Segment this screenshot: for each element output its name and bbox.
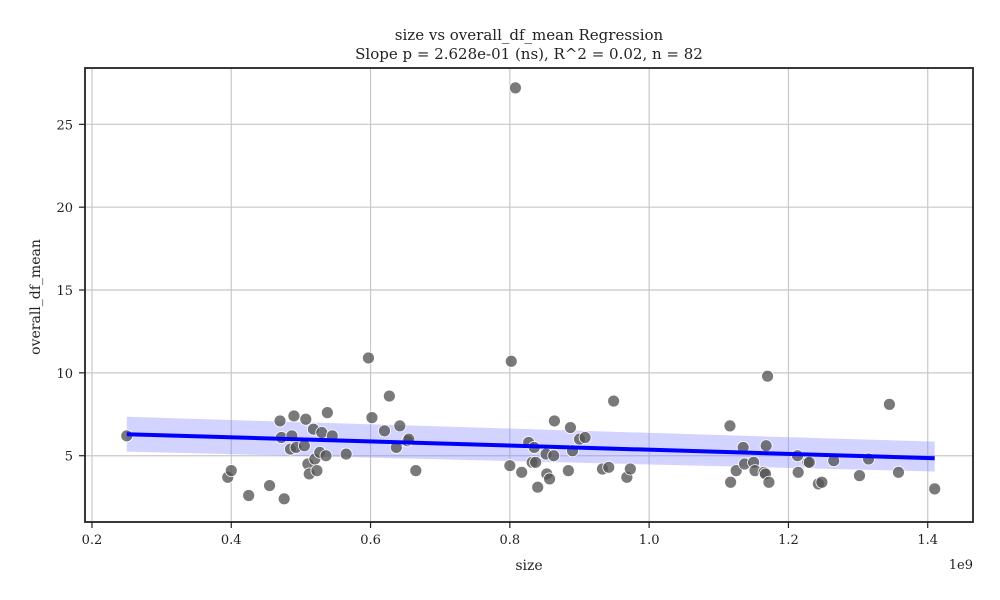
data-point (761, 369, 774, 383)
x-tick-label: 1.4 (917, 533, 938, 548)
y-axis-label: overall_df_mean (28, 239, 44, 355)
data-point (723, 419, 737, 433)
axis-ticks: 0.2 0.4 0.6 0.8 1.0 1.2 1.4 5 10 15 20 25 (56, 118, 938, 548)
data-point (928, 482, 942, 496)
x-tick-label: 1.0 (639, 533, 660, 548)
data-point (578, 431, 592, 444)
data-point (287, 409, 301, 423)
y-tick-label: 15 (56, 284, 73, 299)
data-point (729, 464, 743, 478)
data-point (504, 354, 518, 368)
data-point (515, 465, 529, 479)
data-point (759, 439, 773, 453)
data-point (607, 394, 621, 408)
data-point (762, 475, 776, 489)
data-point (529, 455, 543, 469)
data-point (543, 472, 556, 486)
data-point (382, 389, 396, 403)
data-point (362, 351, 375, 365)
x-axis-offset-label: 1e9 (949, 558, 973, 573)
y-tick-label: 10 (56, 367, 73, 382)
data-point (623, 462, 637, 476)
y-tick-label: 25 (56, 118, 73, 133)
data-point (365, 411, 379, 425)
data-point (310, 464, 324, 478)
data-point (224, 464, 238, 478)
data-point (724, 475, 738, 489)
data-point (548, 414, 561, 428)
data-point (883, 397, 896, 411)
data-point (378, 424, 391, 438)
data-point (320, 406, 334, 420)
data-point (602, 460, 616, 474)
data-points (120, 81, 942, 506)
data-point (339, 447, 353, 461)
data-point (853, 469, 866, 483)
data-point (263, 479, 276, 492)
x-tick-label: 0.6 (360, 533, 381, 548)
x-axis-label: size (515, 558, 542, 574)
data-point (273, 414, 287, 428)
data-point (561, 464, 575, 478)
chart-subtitle: Slope p = 2.628e-01 (ns), R^2 = 0.02, n … (355, 45, 703, 63)
y-tick-label: 20 (56, 201, 73, 216)
data-point (892, 465, 905, 479)
data-point (319, 449, 333, 463)
plot-frame (84, 67, 974, 523)
data-point (277, 492, 291, 506)
data-point (815, 475, 829, 489)
data-point (791, 465, 805, 479)
data-point (531, 480, 545, 494)
x-tick-label: 0.2 (82, 533, 103, 548)
data-point (802, 455, 816, 469)
chart-title: size vs overall_df_mean Regression (395, 26, 664, 44)
data-point (393, 419, 407, 433)
data-point (509, 81, 522, 95)
data-point (547, 449, 561, 463)
x-tick-label: 0.4 (221, 533, 242, 548)
y-tick-label: 5 (65, 450, 73, 465)
data-point (409, 464, 423, 478)
data-point (503, 459, 517, 473)
data-point (299, 412, 313, 426)
regression-line (126, 432, 935, 461)
regression-line-layer (126, 432, 935, 461)
grid-lines (85, 68, 973, 522)
x-tick-label: 0.8 (500, 533, 521, 548)
data-point (564, 421, 577, 434)
x-tick-label: 1.2 (778, 533, 799, 548)
data-point (242, 489, 256, 502)
